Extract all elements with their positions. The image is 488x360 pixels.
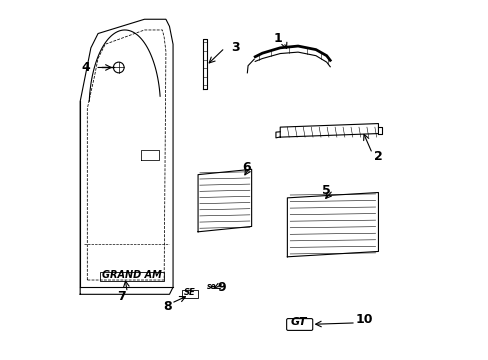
- Text: 6: 6: [242, 161, 250, 174]
- Text: 2: 2: [373, 150, 382, 163]
- Text: 5: 5: [322, 184, 330, 197]
- Text: 3: 3: [231, 41, 240, 54]
- Text: SE: SE: [183, 288, 195, 297]
- Text: 1: 1: [273, 32, 282, 45]
- Text: 10: 10: [355, 313, 372, 326]
- Text: GRAND AM: GRAND AM: [102, 270, 161, 280]
- Text: 9: 9: [217, 281, 225, 294]
- Text: 4: 4: [81, 61, 90, 74]
- Text: 8: 8: [163, 300, 172, 313]
- Text: se: se: [206, 282, 216, 291]
- Text: GT: GT: [290, 317, 307, 327]
- Text: 7: 7: [117, 289, 125, 303]
